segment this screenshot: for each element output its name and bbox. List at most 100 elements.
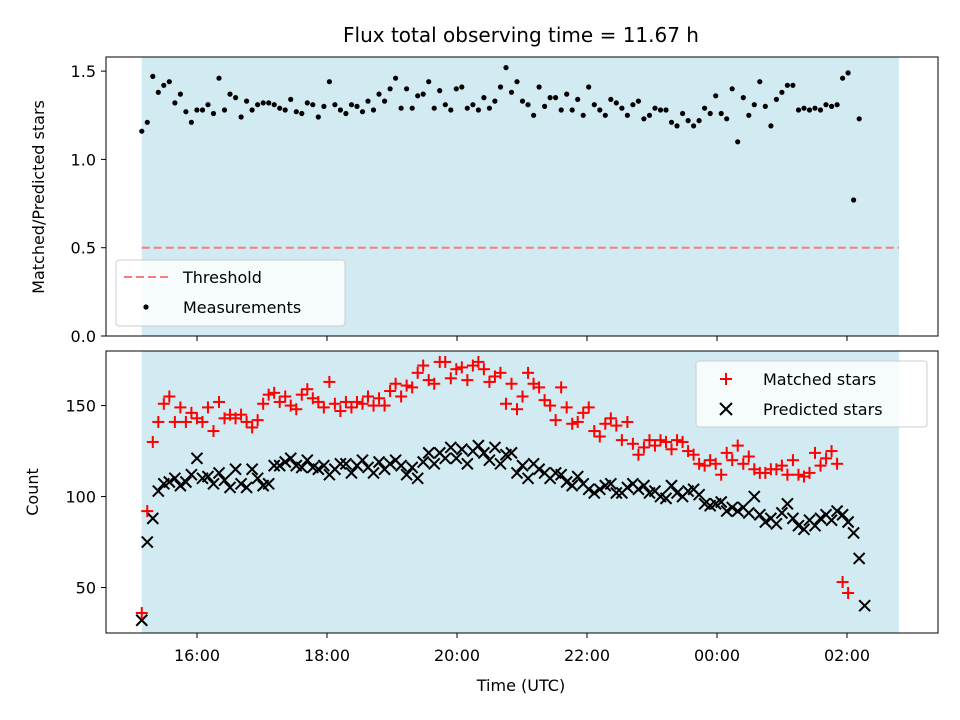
time-x-tick-label: 00:00 bbox=[694, 646, 740, 665]
predicted-stars-point bbox=[632, 483, 645, 496]
measurement-point bbox=[845, 70, 851, 76]
measurement-point bbox=[183, 109, 189, 115]
measurement-point bbox=[304, 100, 310, 106]
predicted-stars-point bbox=[334, 457, 347, 471]
measurement-point bbox=[812, 105, 818, 111]
matched-stars-point bbox=[599, 417, 612, 430]
chart-title: Flux total observing time = 11.67 h bbox=[343, 23, 699, 47]
measurement-point bbox=[773, 96, 780, 102]
ratio-y-tick-label: 1.5 bbox=[71, 62, 96, 81]
predicted-stars-point bbox=[295, 461, 308, 474]
predicted-stars-point bbox=[554, 468, 568, 481]
count-legend-box bbox=[695, 360, 928, 428]
matched-stars-point bbox=[378, 399, 391, 412]
predicted-stars-point bbox=[775, 506, 789, 520]
matched-stars-point bbox=[715, 468, 728, 481]
measurement-point bbox=[801, 105, 807, 111]
measurement-point bbox=[299, 110, 305, 117]
predicted-stars-point bbox=[792, 519, 805, 532]
measurement-point bbox=[696, 118, 702, 124]
predicted-stars-point bbox=[411, 472, 424, 485]
measurement-point bbox=[531, 112, 537, 118]
measurement-point bbox=[542, 103, 548, 109]
measurement-point bbox=[166, 79, 172, 85]
matched-stars-point bbox=[201, 401, 214, 414]
measurement-point bbox=[437, 88, 443, 94]
matched-stars-point bbox=[511, 403, 524, 416]
measurement-point bbox=[404, 86, 410, 92]
measurement-point bbox=[359, 109, 366, 115]
matched-stars-point bbox=[654, 434, 667, 447]
matched-stars-point bbox=[135, 606, 148, 619]
matched-stars-point bbox=[831, 457, 844, 470]
measurement-point bbox=[376, 91, 382, 97]
measurement-point bbox=[657, 107, 664, 113]
matched-stars-point bbox=[152, 415, 165, 428]
measurement-point bbox=[591, 102, 597, 108]
measurement-point bbox=[735, 139, 741, 145]
measurement-point bbox=[652, 105, 658, 111]
predicted-stars-point bbox=[339, 457, 353, 471]
matched-stars-point bbox=[179, 415, 192, 428]
measurement-point bbox=[216, 75, 222, 81]
matched-stars-point bbox=[836, 576, 849, 589]
matched-stars-point bbox=[428, 377, 441, 390]
measurement-point bbox=[332, 102, 338, 108]
measurement-point bbox=[415, 93, 421, 99]
predicted-stars-point bbox=[858, 599, 871, 612]
matched-stars-series bbox=[135, 355, 855, 619]
measurement-point bbox=[779, 89, 785, 95]
predicted-stars-point bbox=[720, 504, 733, 518]
matched-stars-point bbox=[731, 439, 744, 452]
predicted-stars-point bbox=[731, 504, 744, 518]
time-x-axis: 16:00 18:00 20:00 22:00 00:00 02:00 bbox=[174, 633, 870, 665]
matched-stars-point bbox=[643, 434, 656, 447]
time-x-tick-label: 22:00 bbox=[564, 646, 610, 665]
predicted-stars-point bbox=[439, 452, 452, 465]
matched-stars-point bbox=[400, 379, 413, 392]
matched-stars-point bbox=[213, 395, 226, 408]
measurement-point bbox=[144, 119, 150, 125]
predicted-stars-point bbox=[670, 486, 684, 500]
predicted-stars-point bbox=[814, 512, 827, 525]
measurement-point bbox=[519, 98, 526, 104]
measurement-point bbox=[382, 98, 388, 104]
matched-stars-point bbox=[450, 363, 463, 376]
measurement-point bbox=[426, 79, 432, 85]
predicted-stars-point bbox=[416, 455, 430, 469]
matched-stars-point bbox=[362, 390, 375, 403]
measurement-point bbox=[751, 102, 757, 108]
measurement-point bbox=[370, 107, 377, 113]
predicted-stars-point bbox=[168, 472, 182, 485]
matched-stars-point bbox=[312, 395, 325, 408]
matched-stars-point bbox=[842, 586, 855, 599]
predicted-stars-point bbox=[240, 481, 253, 494]
measurement-point bbox=[387, 86, 393, 92]
measurement-point bbox=[508, 89, 515, 95]
matched-stars-point bbox=[709, 457, 722, 470]
measurement-point bbox=[790, 82, 796, 88]
measurement-point bbox=[271, 102, 277, 108]
matched-stars-point bbox=[742, 450, 755, 463]
measurement-point bbox=[569, 107, 575, 113]
matched-stars-point bbox=[632, 448, 645, 461]
matched-stars-point bbox=[577, 406, 590, 419]
predicted-stars-point bbox=[753, 508, 767, 521]
measurement-point bbox=[713, 93, 719, 99]
measurement-point bbox=[702, 105, 708, 111]
time-x-tick-label: 16:00 bbox=[174, 646, 220, 665]
matched-stars-point bbox=[687, 448, 700, 461]
matched-stars-point bbox=[582, 401, 595, 414]
matched-stars-point bbox=[279, 390, 292, 403]
matched-stars-point bbox=[163, 390, 176, 403]
matched-stars-point bbox=[698, 459, 711, 472]
measurement-point bbox=[624, 112, 631, 118]
predicted-stars-point bbox=[422, 446, 435, 460]
matched-stars-point bbox=[549, 414, 562, 427]
predicted-stars-point bbox=[163, 475, 176, 489]
predicted-stars-point bbox=[505, 446, 518, 460]
measurement-point bbox=[691, 123, 697, 129]
matched-stars-point bbox=[168, 415, 181, 428]
ratio-y-tick-label: 1.0 bbox=[71, 150, 96, 169]
